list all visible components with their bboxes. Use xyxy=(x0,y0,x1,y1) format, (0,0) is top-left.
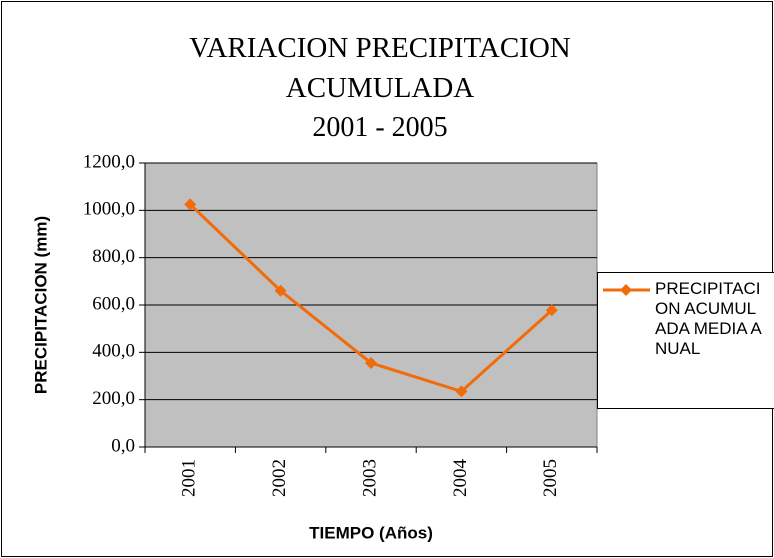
x-tick-label: 2004 xyxy=(450,459,471,498)
legend-box xyxy=(597,272,774,409)
y-tick-label: 0,0 xyxy=(111,435,135,456)
x-axis-title: TIEMPO (Años) xyxy=(309,523,433,542)
chart-subtitle: 2001 - 2005 xyxy=(312,112,448,143)
y-tick-label: 600,0 xyxy=(92,293,135,314)
y-axis-title: PRECIPITACION (mm) xyxy=(31,216,50,394)
legend-marker xyxy=(620,284,632,296)
y-tick-label: 200,0 xyxy=(92,388,135,409)
x-tick-label: 2001 xyxy=(179,459,200,497)
y-tick-label: 1000,0 xyxy=(83,199,135,220)
chart-title: VARIACION PRECIPITACION ACUMULADA xyxy=(189,32,571,104)
data-point xyxy=(365,356,377,369)
y-tick-label: 400,0 xyxy=(92,341,135,362)
legend-label: PRECIPITACION ACUMULADA MEDIA ANUAL xyxy=(655,279,762,358)
y-tick-label: 1200,0 xyxy=(83,151,135,172)
data-point xyxy=(545,304,558,317)
x-tick-label: 2003 xyxy=(359,459,380,497)
data-point xyxy=(455,385,468,398)
data-point xyxy=(184,198,197,211)
x-tick-label: 2005 xyxy=(540,459,561,497)
x-tick-label: 2002 xyxy=(269,459,290,497)
data-point xyxy=(274,284,287,297)
y-tick-label: 800,0 xyxy=(92,246,135,267)
